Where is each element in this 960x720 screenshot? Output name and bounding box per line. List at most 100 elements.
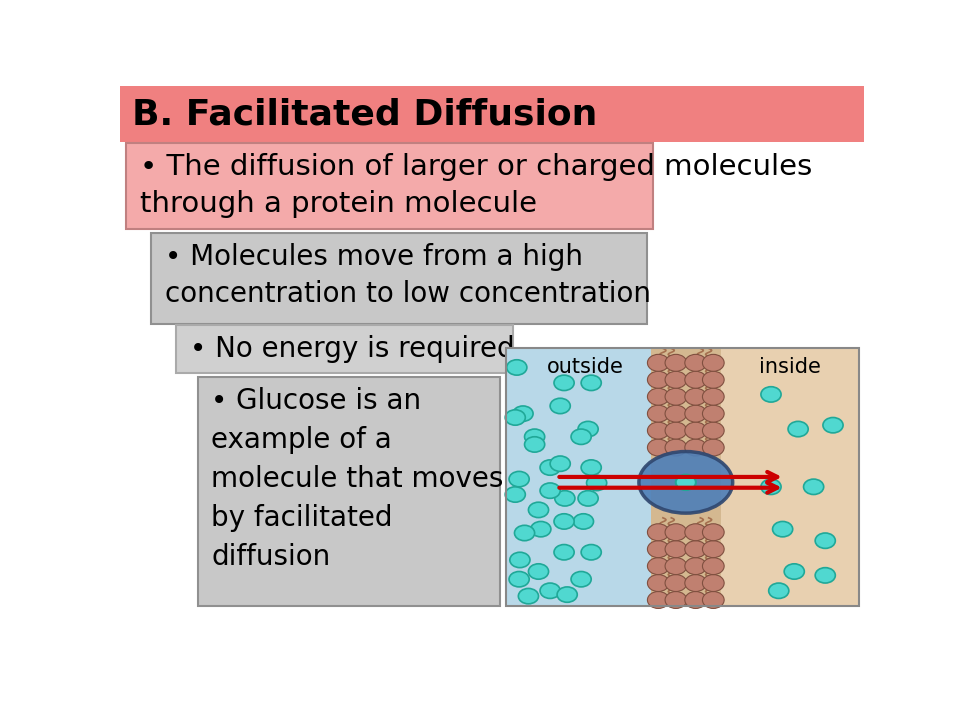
Ellipse shape xyxy=(684,541,707,557)
Ellipse shape xyxy=(647,523,669,541)
Ellipse shape xyxy=(647,388,669,405)
FancyBboxPatch shape xyxy=(126,143,653,229)
Ellipse shape xyxy=(665,405,686,422)
Ellipse shape xyxy=(665,439,686,456)
Text: • Molecules move from a high
concentration to low concentration: • Molecules move from a high concentrati… xyxy=(165,243,651,308)
Ellipse shape xyxy=(647,422,669,439)
Ellipse shape xyxy=(684,592,707,608)
Ellipse shape xyxy=(647,354,669,372)
Ellipse shape xyxy=(684,557,707,575)
Ellipse shape xyxy=(554,514,574,529)
Ellipse shape xyxy=(684,372,707,388)
Ellipse shape xyxy=(773,521,793,537)
Ellipse shape xyxy=(571,572,591,587)
Ellipse shape xyxy=(578,421,598,437)
Ellipse shape xyxy=(665,592,686,608)
Ellipse shape xyxy=(703,439,724,456)
Ellipse shape xyxy=(540,460,561,475)
Ellipse shape xyxy=(515,526,535,541)
Ellipse shape xyxy=(665,541,686,557)
Ellipse shape xyxy=(684,422,707,439)
Ellipse shape xyxy=(676,474,696,490)
Ellipse shape xyxy=(505,487,525,503)
FancyBboxPatch shape xyxy=(198,377,500,606)
Ellipse shape xyxy=(815,533,835,549)
Ellipse shape xyxy=(557,587,577,603)
Text: outside: outside xyxy=(547,357,624,377)
Ellipse shape xyxy=(509,572,529,587)
Ellipse shape xyxy=(505,410,525,426)
Ellipse shape xyxy=(703,541,724,557)
FancyBboxPatch shape xyxy=(506,348,651,606)
Ellipse shape xyxy=(528,564,548,579)
Ellipse shape xyxy=(647,405,669,422)
FancyBboxPatch shape xyxy=(651,348,721,606)
Ellipse shape xyxy=(550,398,570,414)
Ellipse shape xyxy=(540,483,561,498)
Text: • Glucose is an
example of a
molecule that moves
by facilitated
diffusion: • Glucose is an example of a molecule th… xyxy=(211,387,504,572)
Ellipse shape xyxy=(581,460,601,475)
Ellipse shape xyxy=(524,437,544,452)
Ellipse shape xyxy=(665,422,686,439)
Ellipse shape xyxy=(784,564,804,579)
Ellipse shape xyxy=(647,592,669,608)
Ellipse shape xyxy=(573,514,593,529)
Ellipse shape xyxy=(507,360,527,375)
Ellipse shape xyxy=(665,557,686,575)
Ellipse shape xyxy=(684,388,707,405)
FancyBboxPatch shape xyxy=(151,233,647,323)
Ellipse shape xyxy=(703,388,724,405)
Ellipse shape xyxy=(684,575,707,592)
Ellipse shape xyxy=(540,583,561,598)
Ellipse shape xyxy=(639,451,732,513)
Ellipse shape xyxy=(554,544,574,560)
Ellipse shape xyxy=(684,439,707,456)
Ellipse shape xyxy=(647,575,669,592)
Ellipse shape xyxy=(823,418,843,433)
Ellipse shape xyxy=(769,583,789,598)
Ellipse shape xyxy=(703,557,724,575)
Ellipse shape xyxy=(665,575,686,592)
Ellipse shape xyxy=(684,523,707,541)
Ellipse shape xyxy=(761,479,781,495)
Ellipse shape xyxy=(647,541,669,557)
Text: • No energy is required: • No energy is required xyxy=(190,335,515,363)
Ellipse shape xyxy=(647,439,669,456)
Ellipse shape xyxy=(703,372,724,388)
Ellipse shape xyxy=(581,375,601,390)
Ellipse shape xyxy=(703,405,724,422)
Ellipse shape xyxy=(555,490,575,506)
Ellipse shape xyxy=(761,387,781,402)
Ellipse shape xyxy=(703,575,724,592)
Ellipse shape xyxy=(554,375,574,390)
Ellipse shape xyxy=(513,406,533,421)
Ellipse shape xyxy=(524,429,544,444)
Ellipse shape xyxy=(571,429,591,444)
Ellipse shape xyxy=(509,472,529,487)
Ellipse shape xyxy=(665,388,686,405)
FancyBboxPatch shape xyxy=(120,86,864,142)
Ellipse shape xyxy=(647,557,669,575)
Ellipse shape xyxy=(703,354,724,372)
Ellipse shape xyxy=(703,523,724,541)
Ellipse shape xyxy=(581,544,601,560)
Ellipse shape xyxy=(647,372,669,388)
Ellipse shape xyxy=(788,421,808,437)
Ellipse shape xyxy=(578,490,598,506)
Ellipse shape xyxy=(550,456,570,472)
Ellipse shape xyxy=(587,475,607,490)
Ellipse shape xyxy=(510,552,530,567)
Ellipse shape xyxy=(531,521,551,537)
Ellipse shape xyxy=(518,588,539,604)
Ellipse shape xyxy=(703,422,724,439)
FancyBboxPatch shape xyxy=(176,325,513,373)
Ellipse shape xyxy=(665,354,686,372)
Text: B. Facilitated Diffusion: B. Facilitated Diffusion xyxy=(132,97,597,131)
Ellipse shape xyxy=(528,503,548,518)
Ellipse shape xyxy=(684,405,707,422)
Ellipse shape xyxy=(665,372,686,388)
Text: inside: inside xyxy=(758,357,821,377)
Ellipse shape xyxy=(815,567,835,583)
Text: • The diffusion of larger or charged molecules
through a protein molecule: • The diffusion of larger or charged mol… xyxy=(140,153,812,218)
Ellipse shape xyxy=(665,523,686,541)
